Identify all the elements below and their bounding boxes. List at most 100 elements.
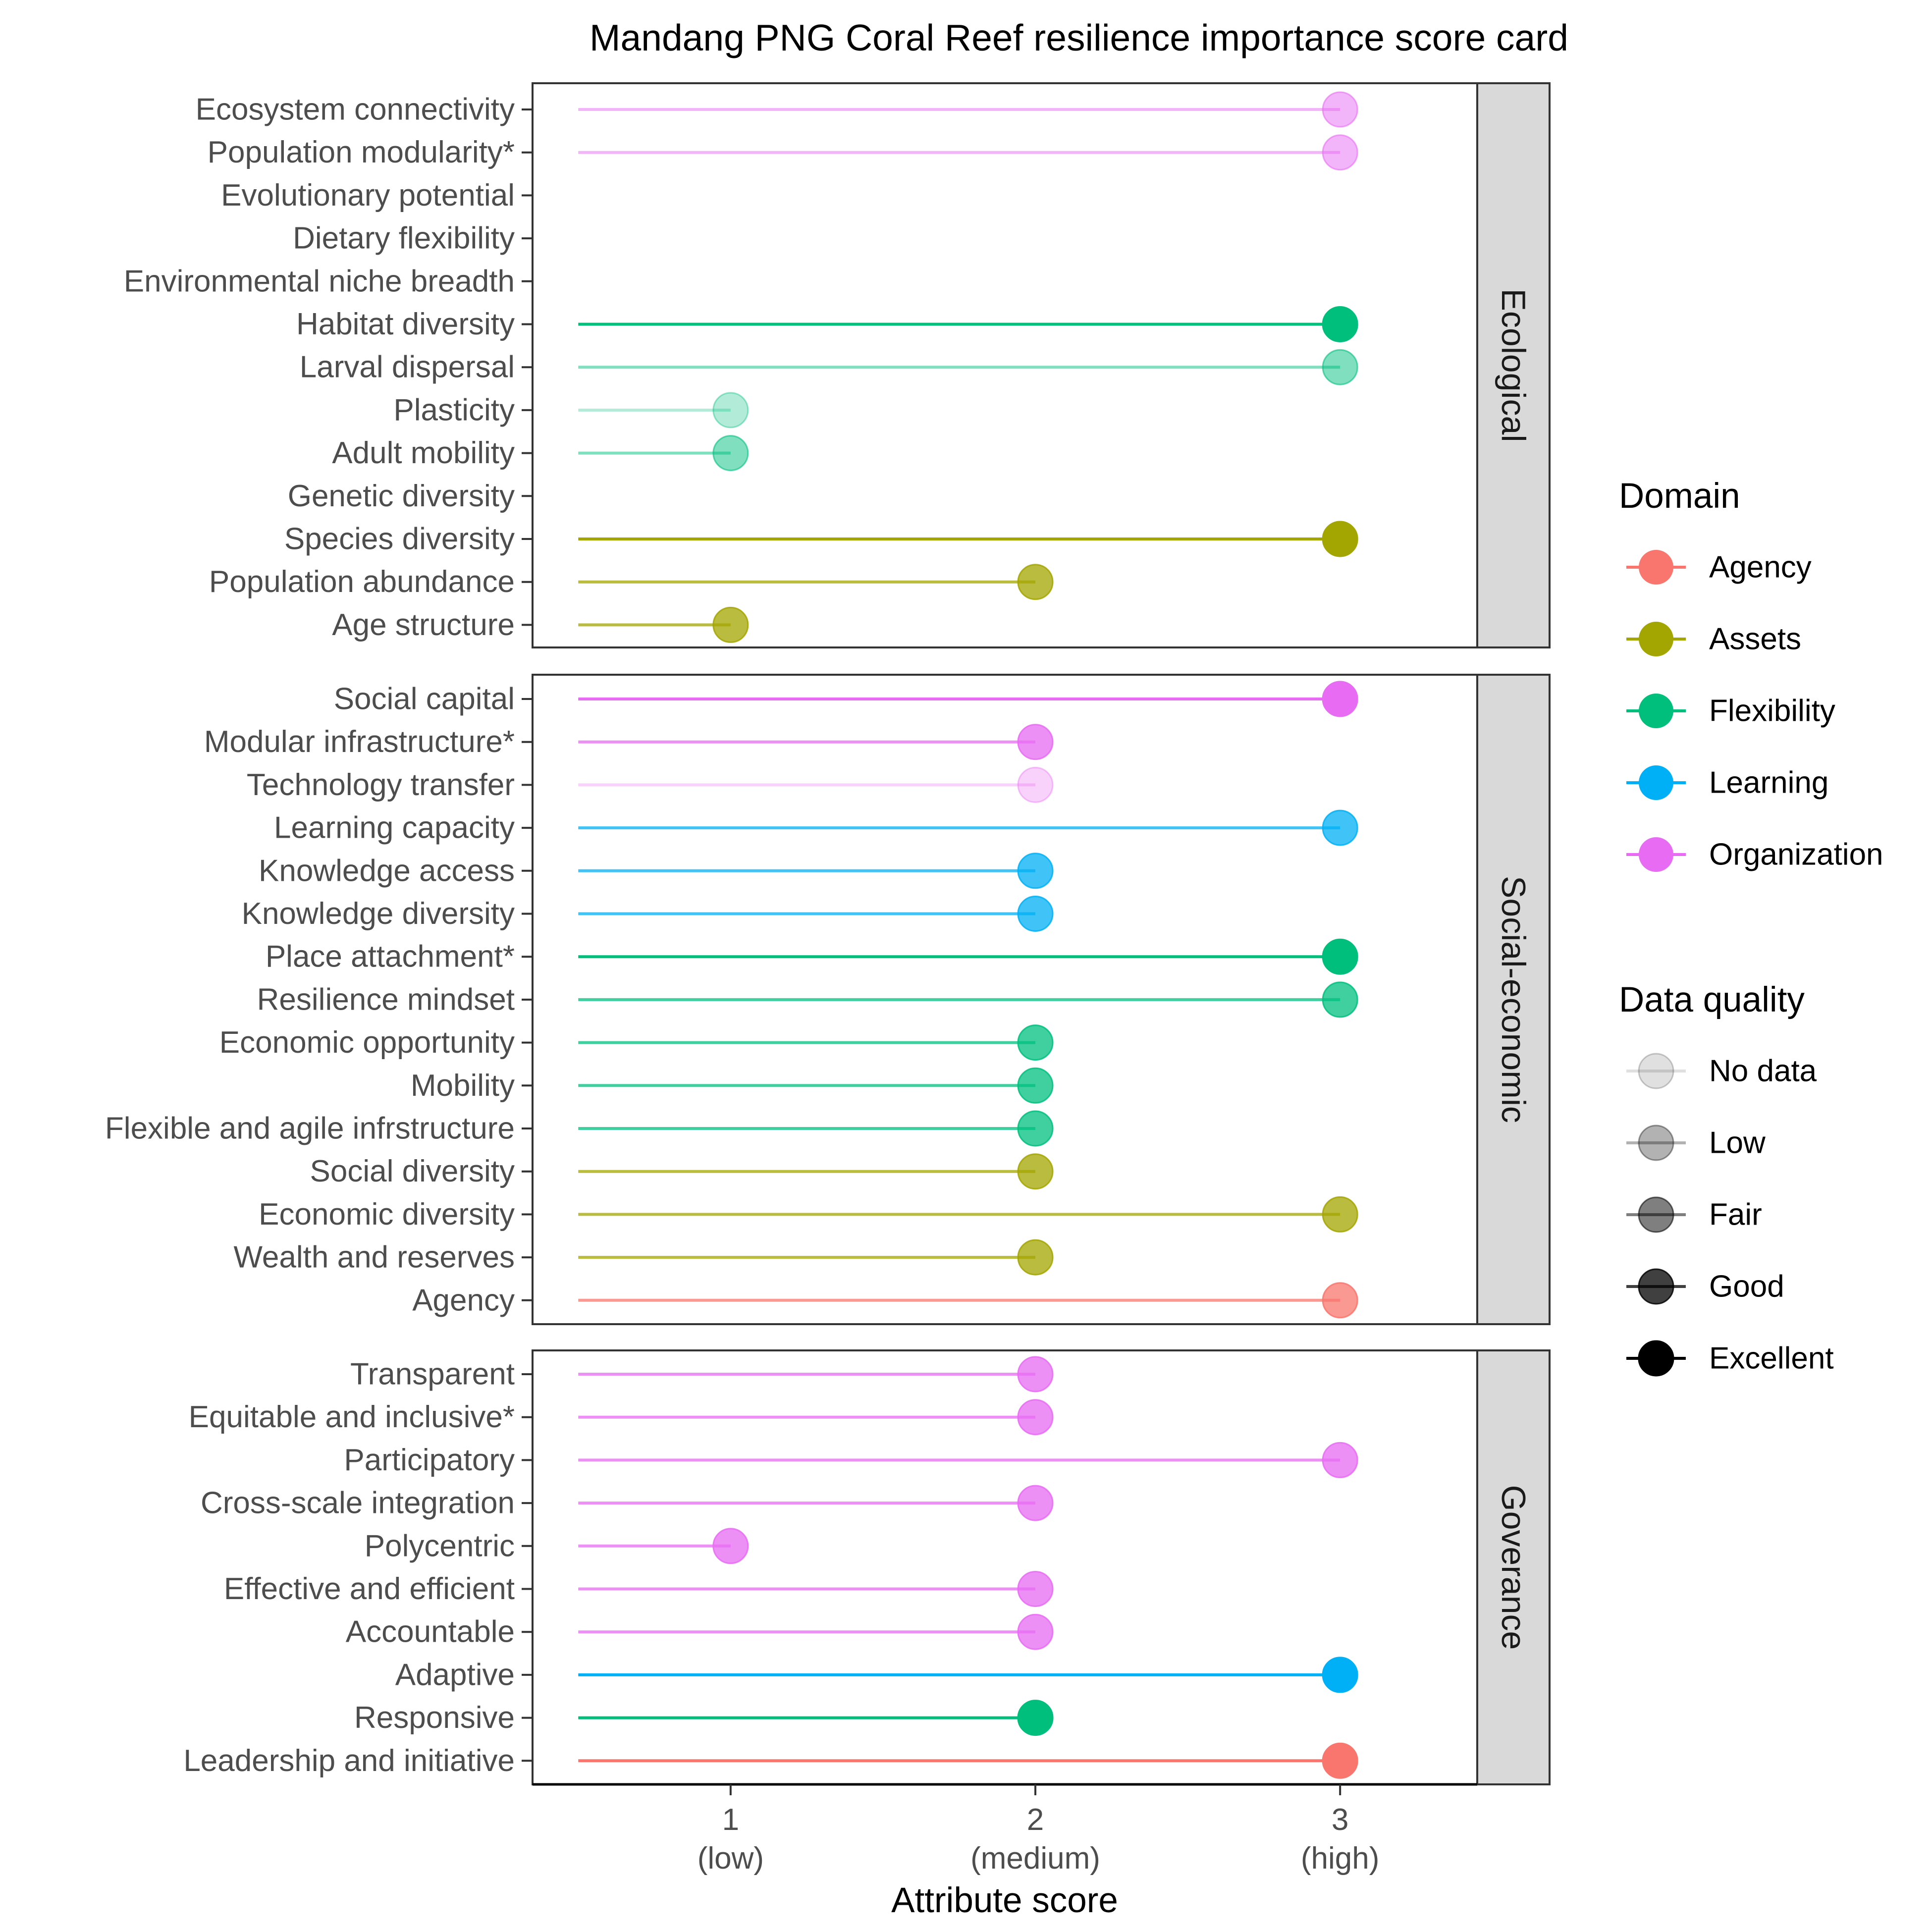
legend-key-point <box>1638 1340 1674 1377</box>
x-tick-sublabel: (high) <box>1301 1841 1380 1876</box>
lollipop-point <box>1017 1700 1054 1736</box>
lollipop-point <box>1017 564 1054 600</box>
y-tick-label: Equitable and inclusive* <box>189 1400 515 1434</box>
y-tick-label: Species diversity <box>284 522 515 556</box>
lollipop-point <box>1322 1742 1358 1779</box>
y-tick-label: Adult mobility <box>332 436 515 470</box>
y-tick-label: Modular infrastructure* <box>204 725 515 759</box>
y-tick-label: Habitat diversity <box>296 307 515 341</box>
y-tick-label: Place attachment* <box>266 940 515 974</box>
lollipop-point <box>1322 349 1358 385</box>
facet-panels: Ecological Ecosystem connectivity Populati… <box>105 82 1551 1785</box>
x-tick-label: 2 <box>1027 1803 1044 1837</box>
legend-quality-label: Low <box>1709 1126 1766 1160</box>
facet-strip <box>1476 1349 1551 1785</box>
y-tick-label: Dietary flexibility <box>293 221 515 256</box>
facet-panel-2: Goverance Transparent Equitable and inclus… <box>183 1349 1551 1785</box>
legend-quality-label: Good <box>1709 1270 1784 1304</box>
legend-domain-label: Organization <box>1709 838 1883 872</box>
y-tick-label: Social diversity <box>310 1154 515 1188</box>
lollipop-point <box>1322 981 1358 1018</box>
y-tick-label: Effective and efficient <box>224 1572 515 1606</box>
panel-frame <box>532 82 1478 648</box>
x-axis: 1 (low) 2 (medium) 3 (high) <box>533 1783 1477 1876</box>
facet-strip <box>1476 674 1551 1325</box>
y-tick-label: Evolutionary potential <box>221 178 515 213</box>
lollipop-point <box>1322 938 1358 975</box>
y-tick-label: Age structure <box>332 608 515 642</box>
lollipop-point <box>1322 306 1358 342</box>
lollipop-point <box>1322 1282 1358 1319</box>
x-tick-label: 1 <box>722 1803 739 1837</box>
legend-key-point <box>1638 1125 1674 1161</box>
lollipop-point <box>712 1528 749 1564</box>
legend-quality-label: Fair <box>1709 1198 1762 1232</box>
y-tick-label: Transparent <box>350 1357 515 1392</box>
legend-key-point <box>1638 1268 1674 1305</box>
legend-key-point <box>1639 622 1673 656</box>
lollipop-point <box>1017 1153 1054 1190</box>
legend-key-point <box>1639 837 1673 872</box>
y-tick-label: Wealth and reserves <box>234 1240 515 1275</box>
y-tick-label: Learning capacity <box>274 811 515 845</box>
lollipop-point <box>1017 1067 1054 1104</box>
y-tick-label: Polycentric <box>365 1529 515 1563</box>
y-tick-label: Cross-scale integration <box>201 1486 515 1520</box>
legend-key-point <box>1639 694 1673 728</box>
y-tick-label: Mobility <box>411 1069 515 1103</box>
lollipop-point <box>712 392 749 429</box>
legend-key-point <box>1639 765 1673 800</box>
y-tick-label: Agency <box>412 1283 515 1317</box>
y-tick-label: Environmental niche breadth <box>124 264 515 298</box>
lollipop-point <box>1017 1356 1054 1393</box>
y-tick-label: Leadership and initiative <box>183 1744 515 1778</box>
lollipop-point <box>1017 1110 1054 1147</box>
y-tick-label: Economic diversity <box>259 1197 515 1232</box>
y-tick-label: Technology transfer <box>247 768 515 802</box>
x-axis-title: Attribute score <box>891 1881 1118 1920</box>
y-tick-label: Economic opportunity <box>219 1025 515 1060</box>
facet-strip <box>1476 82 1551 648</box>
legend-quality-label: Excellent <box>1709 1342 1834 1376</box>
facet-strip-label: Social-economic <box>1495 876 1532 1123</box>
lollipop-point <box>712 606 749 643</box>
lollipop-point <box>1322 134 1358 171</box>
facet-strip-label: Goverance <box>1495 1485 1532 1650</box>
y-tick-label: Participatory <box>344 1443 515 1477</box>
y-tick-label: Plasticity <box>393 393 515 427</box>
facet-panel-0: Ecological Ecosystem connectivity Populati… <box>124 82 1551 648</box>
lollipop-point <box>1017 1239 1054 1276</box>
y-tick-label: Larval dispersal <box>300 350 515 384</box>
lollipop-point <box>1017 766 1054 803</box>
lollipop-point <box>712 435 749 472</box>
legend-key-point <box>1638 1053 1674 1089</box>
y-tick-label: Social capital <box>334 682 515 716</box>
y-tick-label: Ecosystem connectivity <box>196 93 515 127</box>
facet-panel-1: Social-economic Social capital Modular inf… <box>105 674 1551 1325</box>
y-tick-label: Responsive <box>354 1701 515 1735</box>
x-tick-sublabel: (medium) <box>970 1841 1100 1876</box>
y-tick-label: Knowledge diversity <box>242 897 515 931</box>
y-tick-label: Resilience mindset <box>257 982 515 1017</box>
lollipop-point <box>1322 1196 1358 1233</box>
facet-strip-label: Ecological <box>1495 289 1532 442</box>
lollipop-point <box>1322 681 1358 717</box>
lollipop-point <box>1322 91 1358 128</box>
x-tick-sublabel: (low) <box>698 1841 764 1876</box>
lollipop-point <box>1017 1399 1054 1436</box>
lollipop-point <box>1322 1657 1358 1693</box>
y-tick-label: Accountable <box>346 1615 515 1649</box>
lollipop-point <box>1017 1613 1054 1650</box>
lollipop-point <box>1017 1571 1054 1607</box>
lollipop-point <box>1017 724 1054 760</box>
chart-title: Mandang PNG Coral Reef resilience import… <box>590 17 1568 58</box>
legend-domain-label: Learning <box>1709 766 1828 800</box>
lollipop-point <box>1017 1024 1054 1061</box>
x-tick-label: 3 <box>1332 1803 1348 1837</box>
legend-key-point <box>1638 1196 1674 1233</box>
y-tick-label: Population abundance <box>209 565 515 599</box>
y-tick-label: Flexible and agile infrstructure <box>105 1112 515 1146</box>
y-tick-label: Population modularity* <box>208 135 515 169</box>
lollipop-point <box>1322 1442 1358 1478</box>
